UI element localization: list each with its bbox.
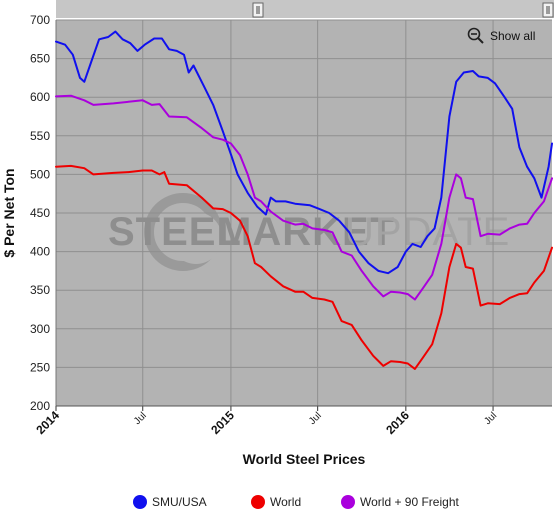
watermark-word-steel: STEEL [108,210,242,254]
zoom-out-icon [467,27,484,44]
series-line-1[interactable] [55,30,553,275]
series-lines [55,30,553,370]
y-tick-label: 450 [30,206,50,220]
x-tick-label: Jul [132,410,149,427]
show-all-button[interactable]: Show all [467,27,536,44]
navigator-track[interactable] [56,0,554,18]
y-tick-label: 400 [30,245,50,259]
x-tick-label: Jul [482,410,499,427]
y-tick-label: 550 [30,129,50,143]
watermark: STEEL MARKET UPDATE [108,193,510,271]
y-tick-label: 500 [30,167,50,181]
grid [56,19,552,407]
legend-label: World + 90 Freight [360,495,459,509]
y-tick-label: 700 [30,13,50,27]
watermark-word-update: UPDATE [345,210,510,254]
x-tick-label: Jul [307,410,324,427]
y-tick-label: 600 [30,90,50,104]
legend-marker [341,495,355,509]
legend-label: World [270,495,301,509]
show-all-label[interactable]: Show all [490,29,535,43]
legend: SMU/USA World World + 90 Freight [133,495,459,509]
y-axis-ticks: 200 250 300 350 400 450 500 550 600 650 700 [30,13,57,413]
y-tick-label: 300 [30,322,50,336]
x-axis-ticks: 2014 Jul 2015 Jul 2016 Jul [33,405,552,437]
navigator-handle-left[interactable] [252,2,264,18]
y-tick-label: 650 [30,52,50,66]
legend-marker [251,495,265,509]
navigator-handle-right[interactable] [542,2,554,18]
legend-marker [133,495,147,509]
y-axis-title: $ Per Net Ton [1,168,17,257]
y-tick-label: 250 [30,360,50,374]
y-tick-label: 200 [30,399,50,413]
series-line-2[interactable] [55,164,553,370]
x-tick-label: 2015 [208,408,237,437]
series-line-3[interactable] [55,94,553,301]
x-tick-label: 2016 [383,408,412,437]
navigator[interactable] [56,0,554,18]
y-tick-label: 350 [30,283,50,297]
legend-item-1[interactable]: SMU/USA [133,495,207,509]
legend-item-2[interactable]: World [251,495,301,509]
legend-item-3[interactable]: World + 90 Freight [341,495,459,509]
watermark-word-market: MARKET [218,210,395,254]
x-axis-title: World Steel Prices [243,451,366,467]
legend-label: SMU/USA [152,495,207,509]
